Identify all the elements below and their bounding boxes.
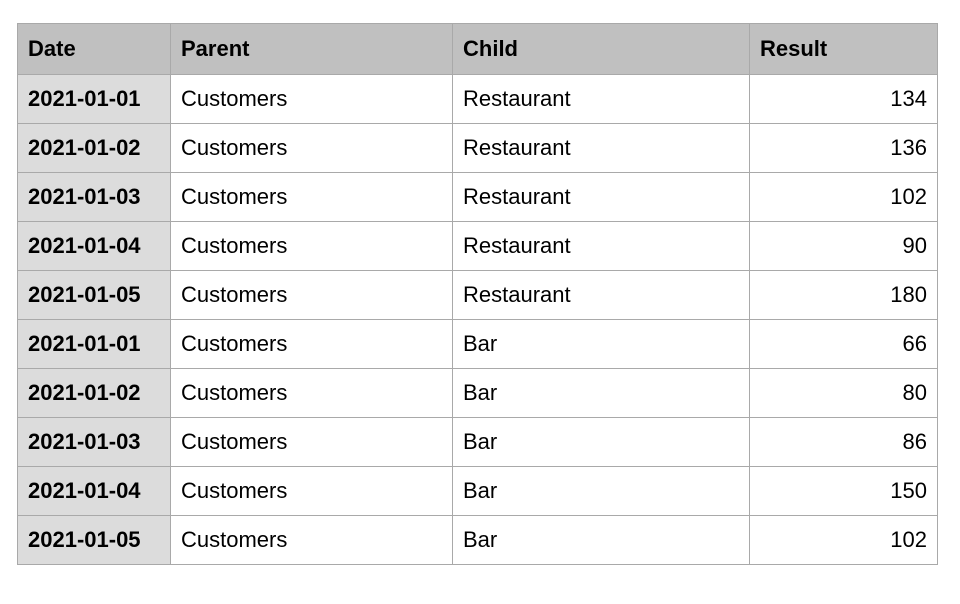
table-row: 2021-01-04 Customers Restaurant 90 <box>17 221 938 271</box>
result-cell: 86 <box>749 417 938 467</box>
child-cell: Restaurant <box>452 270 750 320</box>
table-row: 2021-01-01 Customers Bar 66 <box>17 319 938 369</box>
data-table: Date Parent Child Result 2021-01-01 Cust… <box>17 23 938 565</box>
column-header-date: Date <box>17 23 171 75</box>
child-cell: Bar <box>452 466 750 516</box>
table-row: 2021-01-02 Customers Restaurant 136 <box>17 123 938 173</box>
child-cell: Bar <box>452 368 750 418</box>
date-cell: 2021-01-04 <box>17 221 171 271</box>
date-cell: 2021-01-01 <box>17 319 171 369</box>
parent-cell: Customers <box>170 319 453 369</box>
table-row: 2021-01-02 Customers Bar 80 <box>17 368 938 418</box>
result-cell: 66 <box>749 319 938 369</box>
table-row: 2021-01-03 Customers Bar 86 <box>17 417 938 467</box>
date-cell: 2021-01-03 <box>17 417 171 467</box>
result-cell: 102 <box>749 515 938 565</box>
column-header-parent: Parent <box>170 23 453 75</box>
result-cell: 102 <box>749 172 938 222</box>
date-cell: 2021-01-03 <box>17 172 171 222</box>
date-cell: 2021-01-04 <box>17 466 171 516</box>
parent-cell: Customers <box>170 368 453 418</box>
table-header: Date Parent Child Result <box>17 23 938 75</box>
parent-cell: Customers <box>170 221 453 271</box>
result-cell: 80 <box>749 368 938 418</box>
result-cell: 134 <box>749 74 938 124</box>
parent-cell: Customers <box>170 466 453 516</box>
date-cell: 2021-01-02 <box>17 123 171 173</box>
table-row: 2021-01-05 Customers Bar 102 <box>17 515 938 565</box>
parent-cell: Customers <box>170 270 453 320</box>
date-cell: 2021-01-02 <box>17 368 171 418</box>
column-header-child: Child <box>452 23 750 75</box>
table-row: 2021-01-04 Customers Bar 150 <box>17 466 938 516</box>
header-row: Date Parent Child Result <box>17 23 938 75</box>
date-cell: 2021-01-05 <box>17 270 171 320</box>
child-cell: Bar <box>452 417 750 467</box>
child-cell: Restaurant <box>452 172 750 222</box>
result-cell: 90 <box>749 221 938 271</box>
date-cell: 2021-01-01 <box>17 74 171 124</box>
parent-cell: Customers <box>170 74 453 124</box>
child-cell: Restaurant <box>452 221 750 271</box>
child-cell: Bar <box>452 515 750 565</box>
result-cell: 136 <box>749 123 938 173</box>
table-body: 2021-01-01 Customers Restaurant 134 2021… <box>17 74 938 565</box>
child-cell: Restaurant <box>452 74 750 124</box>
table-row: 2021-01-01 Customers Restaurant 134 <box>17 74 938 124</box>
date-cell: 2021-01-05 <box>17 515 171 565</box>
child-cell: Restaurant <box>452 123 750 173</box>
table-row: 2021-01-03 Customers Restaurant 102 <box>17 172 938 222</box>
parent-cell: Customers <box>170 123 453 173</box>
parent-cell: Customers <box>170 515 453 565</box>
result-cell: 150 <box>749 466 938 516</box>
result-cell: 180 <box>749 270 938 320</box>
child-cell: Bar <box>452 319 750 369</box>
table-row: 2021-01-05 Customers Restaurant 180 <box>17 270 938 320</box>
parent-cell: Customers <box>170 417 453 467</box>
parent-cell: Customers <box>170 172 453 222</box>
column-header-result: Result <box>749 23 938 75</box>
